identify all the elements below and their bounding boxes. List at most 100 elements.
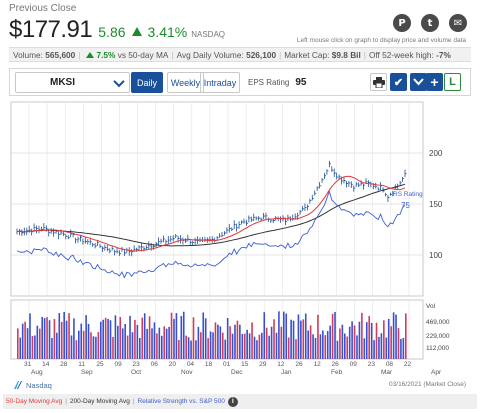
x-tick-label: 11 <box>78 361 85 368</box>
volume-bar <box>370 322 373 359</box>
price-bar <box>163 235 166 243</box>
volume-bar <box>343 333 346 359</box>
volume-bar <box>295 339 297 359</box>
volume-bar <box>38 328 41 359</box>
volume-bar <box>207 338 209 359</box>
chart-svg[interactable]: 31 14 28 11 25 09 23 06 20 04 18 01 15 29 12 26 12 26 09 23… <box>9 100 471 376</box>
price-bar <box>170 235 173 243</box>
x-tick-label: 12 <box>313 361 321 368</box>
stock-chart[interactable]: 31 14 28 11 25 09 23 06 20 04 18 01 15 29 12 26 12 26 09 23… <box>9 100 471 381</box>
rs-rating-value: 75 <box>401 201 410 210</box>
price-change: 5.86 <box>98 24 126 40</box>
volume-bar <box>395 314 397 359</box>
volume-bar <box>219 326 222 359</box>
volume-bar <box>280 326 283 359</box>
volume-bar <box>41 316 44 359</box>
volume-bar <box>102 319 105 359</box>
volume-bar <box>346 336 349 359</box>
price-bar <box>182 237 185 245</box>
volume-bar <box>99 321 102 359</box>
percent-change: 3.41% <box>147 24 188 40</box>
eps-rating-label: EPS Rating <box>248 78 290 87</box>
volume-bar <box>90 332 92 359</box>
leaderboard-button[interactable]: L <box>444 73 461 91</box>
add-button[interactable]: + <box>426 73 443 91</box>
volume-tick-label: 469,000 <box>426 319 450 326</box>
volume-bar <box>175 313 178 359</box>
price-bar <box>43 223 46 231</box>
tab-weekly[interactable]: Weekly <box>167 72 204 93</box>
price-bar <box>119 250 122 256</box>
price-bar <box>253 213 256 221</box>
volume-bar <box>43 318 46 359</box>
email-icon[interactable]: ✉ <box>449 14 467 32</box>
checkmark-button[interactable]: ✔ <box>390 73 407 91</box>
volume-bar <box>36 325 39 359</box>
volume-value: 565,600 <box>45 49 76 60</box>
source-label: Nasdaq <box>26 380 52 390</box>
ma50-line <box>16 175 406 252</box>
avg-volume-value: 526,100 <box>246 49 277 60</box>
price-bar <box>375 182 378 189</box>
price-bar <box>89 237 92 246</box>
volume-bar <box>400 338 402 359</box>
volume-bar <box>146 328 148 359</box>
chart-options-button[interactable] <box>410 73 427 91</box>
price-bar <box>319 182 322 189</box>
volume-bar <box>134 319 136 359</box>
volume-bar <box>248 333 251 359</box>
price-bar <box>228 223 231 233</box>
price-bar <box>346 180 349 188</box>
price-bar <box>316 186 319 191</box>
twitter-icon[interactable]: t <box>421 14 439 32</box>
volume-bar <box>341 324 344 359</box>
print-button[interactable] <box>370 73 387 91</box>
data-source: Nasdaq <box>13 380 52 390</box>
price-bar <box>224 231 227 236</box>
pinterest-icon[interactable]: P <box>393 14 411 32</box>
price-bar <box>172 235 175 242</box>
volume-bar <box>383 320 385 359</box>
price-tick-label: 150 <box>429 200 443 209</box>
volume-bar <box>385 337 388 359</box>
price-bar <box>58 231 61 240</box>
price-bar <box>219 233 222 238</box>
price-bar <box>321 178 324 183</box>
volume-bar <box>285 313 288 359</box>
x-tick-label: 09 <box>350 361 358 368</box>
exchange-label: NASDAQ <box>191 30 226 39</box>
price-row: $177.91 5.86 3.41% NASDAQ <box>9 16 225 44</box>
volume-bar <box>312 334 314 359</box>
volume-bar <box>126 335 129 359</box>
price-bar <box>387 195 390 203</box>
tab-daily[interactable]: Daily <box>131 72 163 93</box>
month-label: Feb <box>331 369 343 376</box>
volume-bar <box>190 340 192 359</box>
chevron-down-icon[interactable] <box>111 75 127 90</box>
ticker-select[interactable]: MKSI <box>15 72 130 93</box>
price-bar <box>189 240 192 245</box>
x-tick-label: 06 <box>151 361 159 368</box>
price-bar <box>226 227 229 234</box>
price-bar <box>245 219 248 226</box>
volume-bar <box>268 335 270 359</box>
price-bar <box>184 238 187 243</box>
volume-bar <box>405 313 407 359</box>
info-icon[interactable]: i <box>227 396 238 407</box>
ticker-symbol: MKSI <box>50 77 75 88</box>
price-bar <box>263 213 266 220</box>
volume-bars <box>17 311 407 359</box>
price-bar <box>336 172 339 180</box>
volume-bar <box>70 335 73 359</box>
chart-toolbar: MKSI Daily Weekly Intraday EPS Rating 95… <box>9 68 471 96</box>
volume-tick-label: Vol <box>426 303 436 310</box>
volume-bar <box>348 326 351 359</box>
price-bar <box>82 238 85 245</box>
volume-bar <box>226 317 229 359</box>
volume-bar <box>85 315 87 359</box>
volume-bar <box>302 319 305 359</box>
volume-bar <box>29 313 31 359</box>
price-bar <box>77 236 80 243</box>
volume-bar <box>304 313 307 359</box>
tab-intraday[interactable]: Intraday <box>200 72 240 93</box>
